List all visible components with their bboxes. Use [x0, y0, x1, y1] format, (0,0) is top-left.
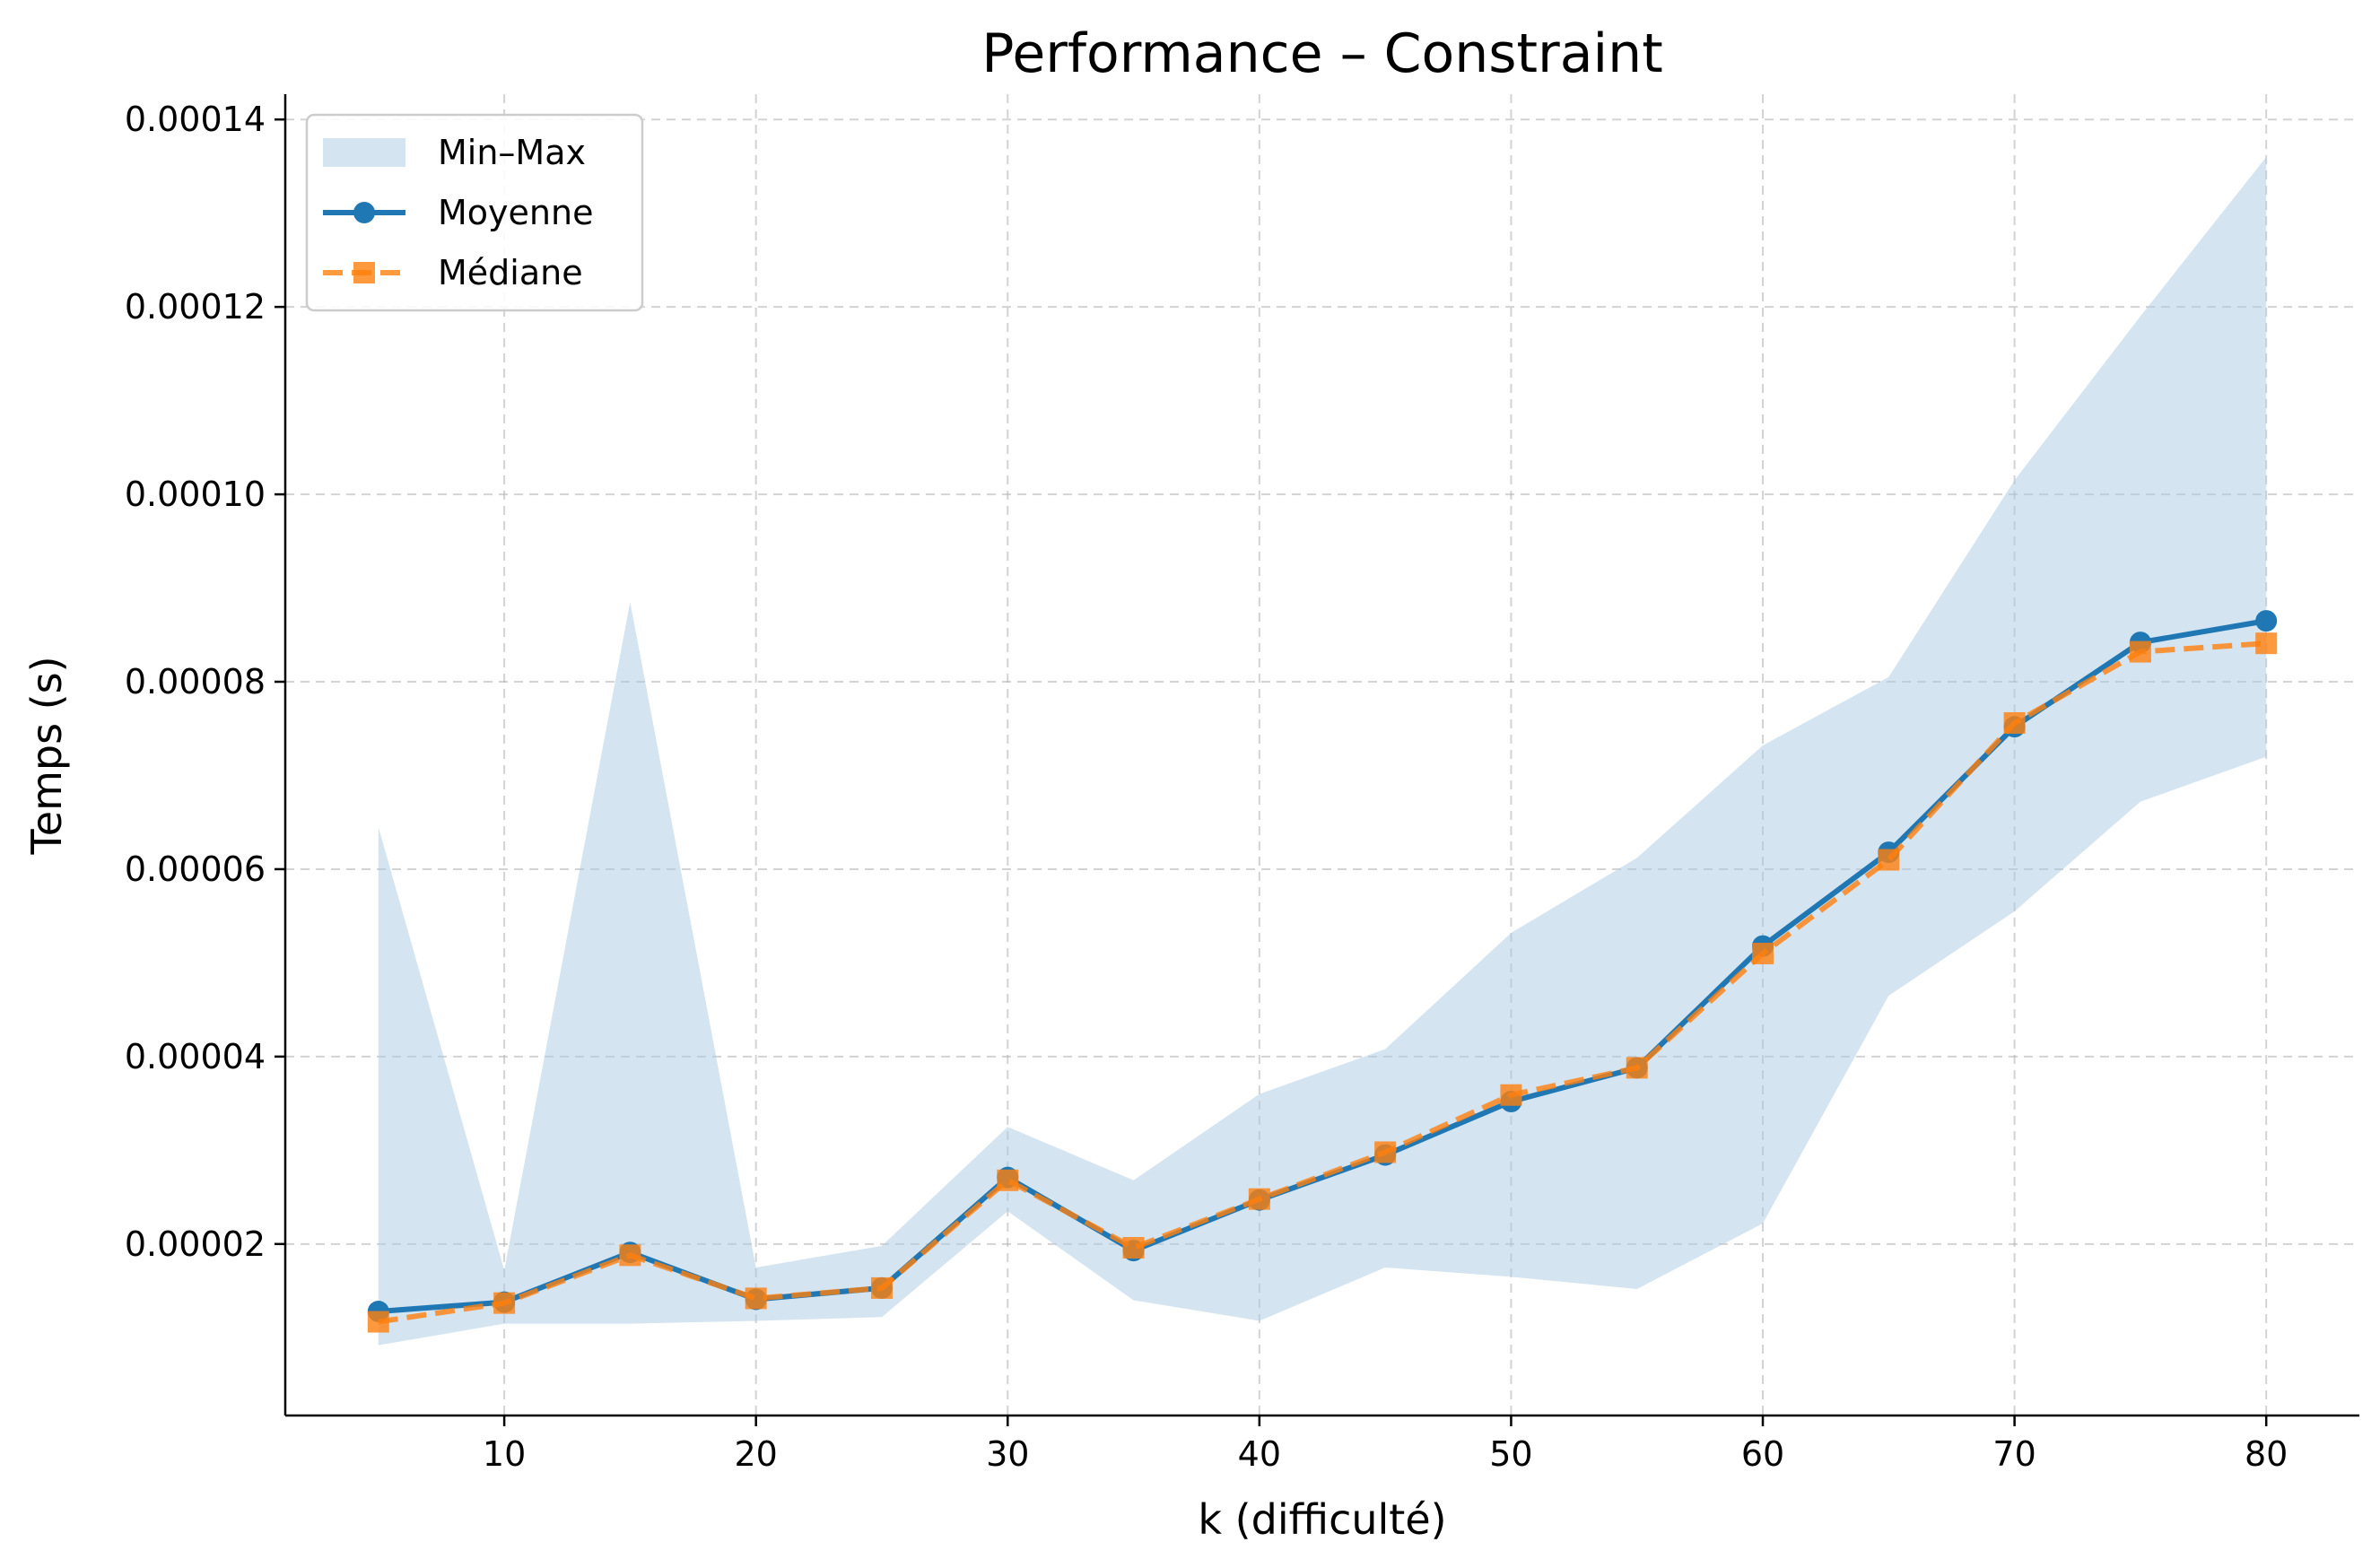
x-tick-label: 30	[986, 1434, 1029, 1474]
min-max-band	[378, 156, 2267, 1346]
y-tick-label: 0.00004	[125, 1037, 266, 1076]
data-point-mediane	[2129, 640, 2151, 663]
series-layer	[367, 610, 2278, 1333]
x-tick-label: 40	[1238, 1434, 1281, 1474]
data-point-mediane	[1500, 1084, 1522, 1106]
series-line-mediane	[378, 640, 2267, 1325]
legend: Min–Max Moyenne Médiane	[305, 113, 644, 312]
y-tick-label: 0.00014	[125, 100, 266, 139]
legend-label-min-max: Min–Max	[438, 133, 586, 172]
data-point-mediane	[493, 1292, 516, 1314]
y-axis-label: Temps (s)	[22, 656, 71, 855]
data-point-mediane	[1878, 849, 1900, 871]
y-tick-label: 0.00006	[125, 849, 266, 889]
x-tick-label: 70	[1992, 1434, 2036, 1474]
x-tick-label: 10	[483, 1434, 526, 1474]
y-tick-label: 0.00012	[125, 287, 266, 327]
legend-band-swatch	[323, 138, 405, 167]
y-tick-label: 0.00008	[125, 662, 266, 701]
legend-label-mediane: Médiane	[438, 253, 583, 292]
x-ticks: 10 20 30 40 50 60 70 80	[483, 1416, 2288, 1474]
data-point-mediane	[1248, 1188, 1270, 1210]
legend-median-marker	[353, 262, 375, 283]
data-point-moyenne	[2255, 610, 2278, 632]
x-tick-label: 60	[1741, 1434, 1784, 1474]
series-mediane	[367, 632, 2278, 1333]
legend-label-moyenne: Moyenne	[438, 193, 593, 232]
x-tick-label: 20	[735, 1434, 778, 1474]
data-point-mediane	[2255, 632, 2278, 655]
data-point-mediane	[619, 1244, 641, 1267]
legend-mean-marker	[353, 202, 375, 223]
data-point-mediane	[745, 1287, 767, 1310]
x-axis-label: k (difficulté)	[1198, 1495, 1446, 1544]
data-point-mediane	[1374, 1141, 1397, 1163]
min-max-band-layer	[378, 156, 2267, 1346]
y-tick-label: 0.00010	[125, 475, 266, 514]
y-ticks: 0.00002 0.00004 0.00006 0.00008 0.00010 0.000…	[125, 100, 285, 1264]
data-point-mediane	[1122, 1237, 1145, 1259]
data-point-mediane	[870, 1276, 893, 1299]
x-tick-label: 80	[2245, 1434, 2288, 1474]
data-point-mediane	[997, 1169, 1019, 1191]
data-point-mediane	[2003, 711, 2026, 734]
x-tick-label: 50	[1489, 1434, 1532, 1474]
data-point-mediane	[367, 1311, 389, 1333]
chart-title: Performance – Constraint	[981, 22, 1662, 85]
y-tick-label: 0.00002	[125, 1224, 266, 1264]
data-point-mediane	[1752, 942, 1774, 964]
data-point-mediane	[1626, 1057, 1648, 1079]
